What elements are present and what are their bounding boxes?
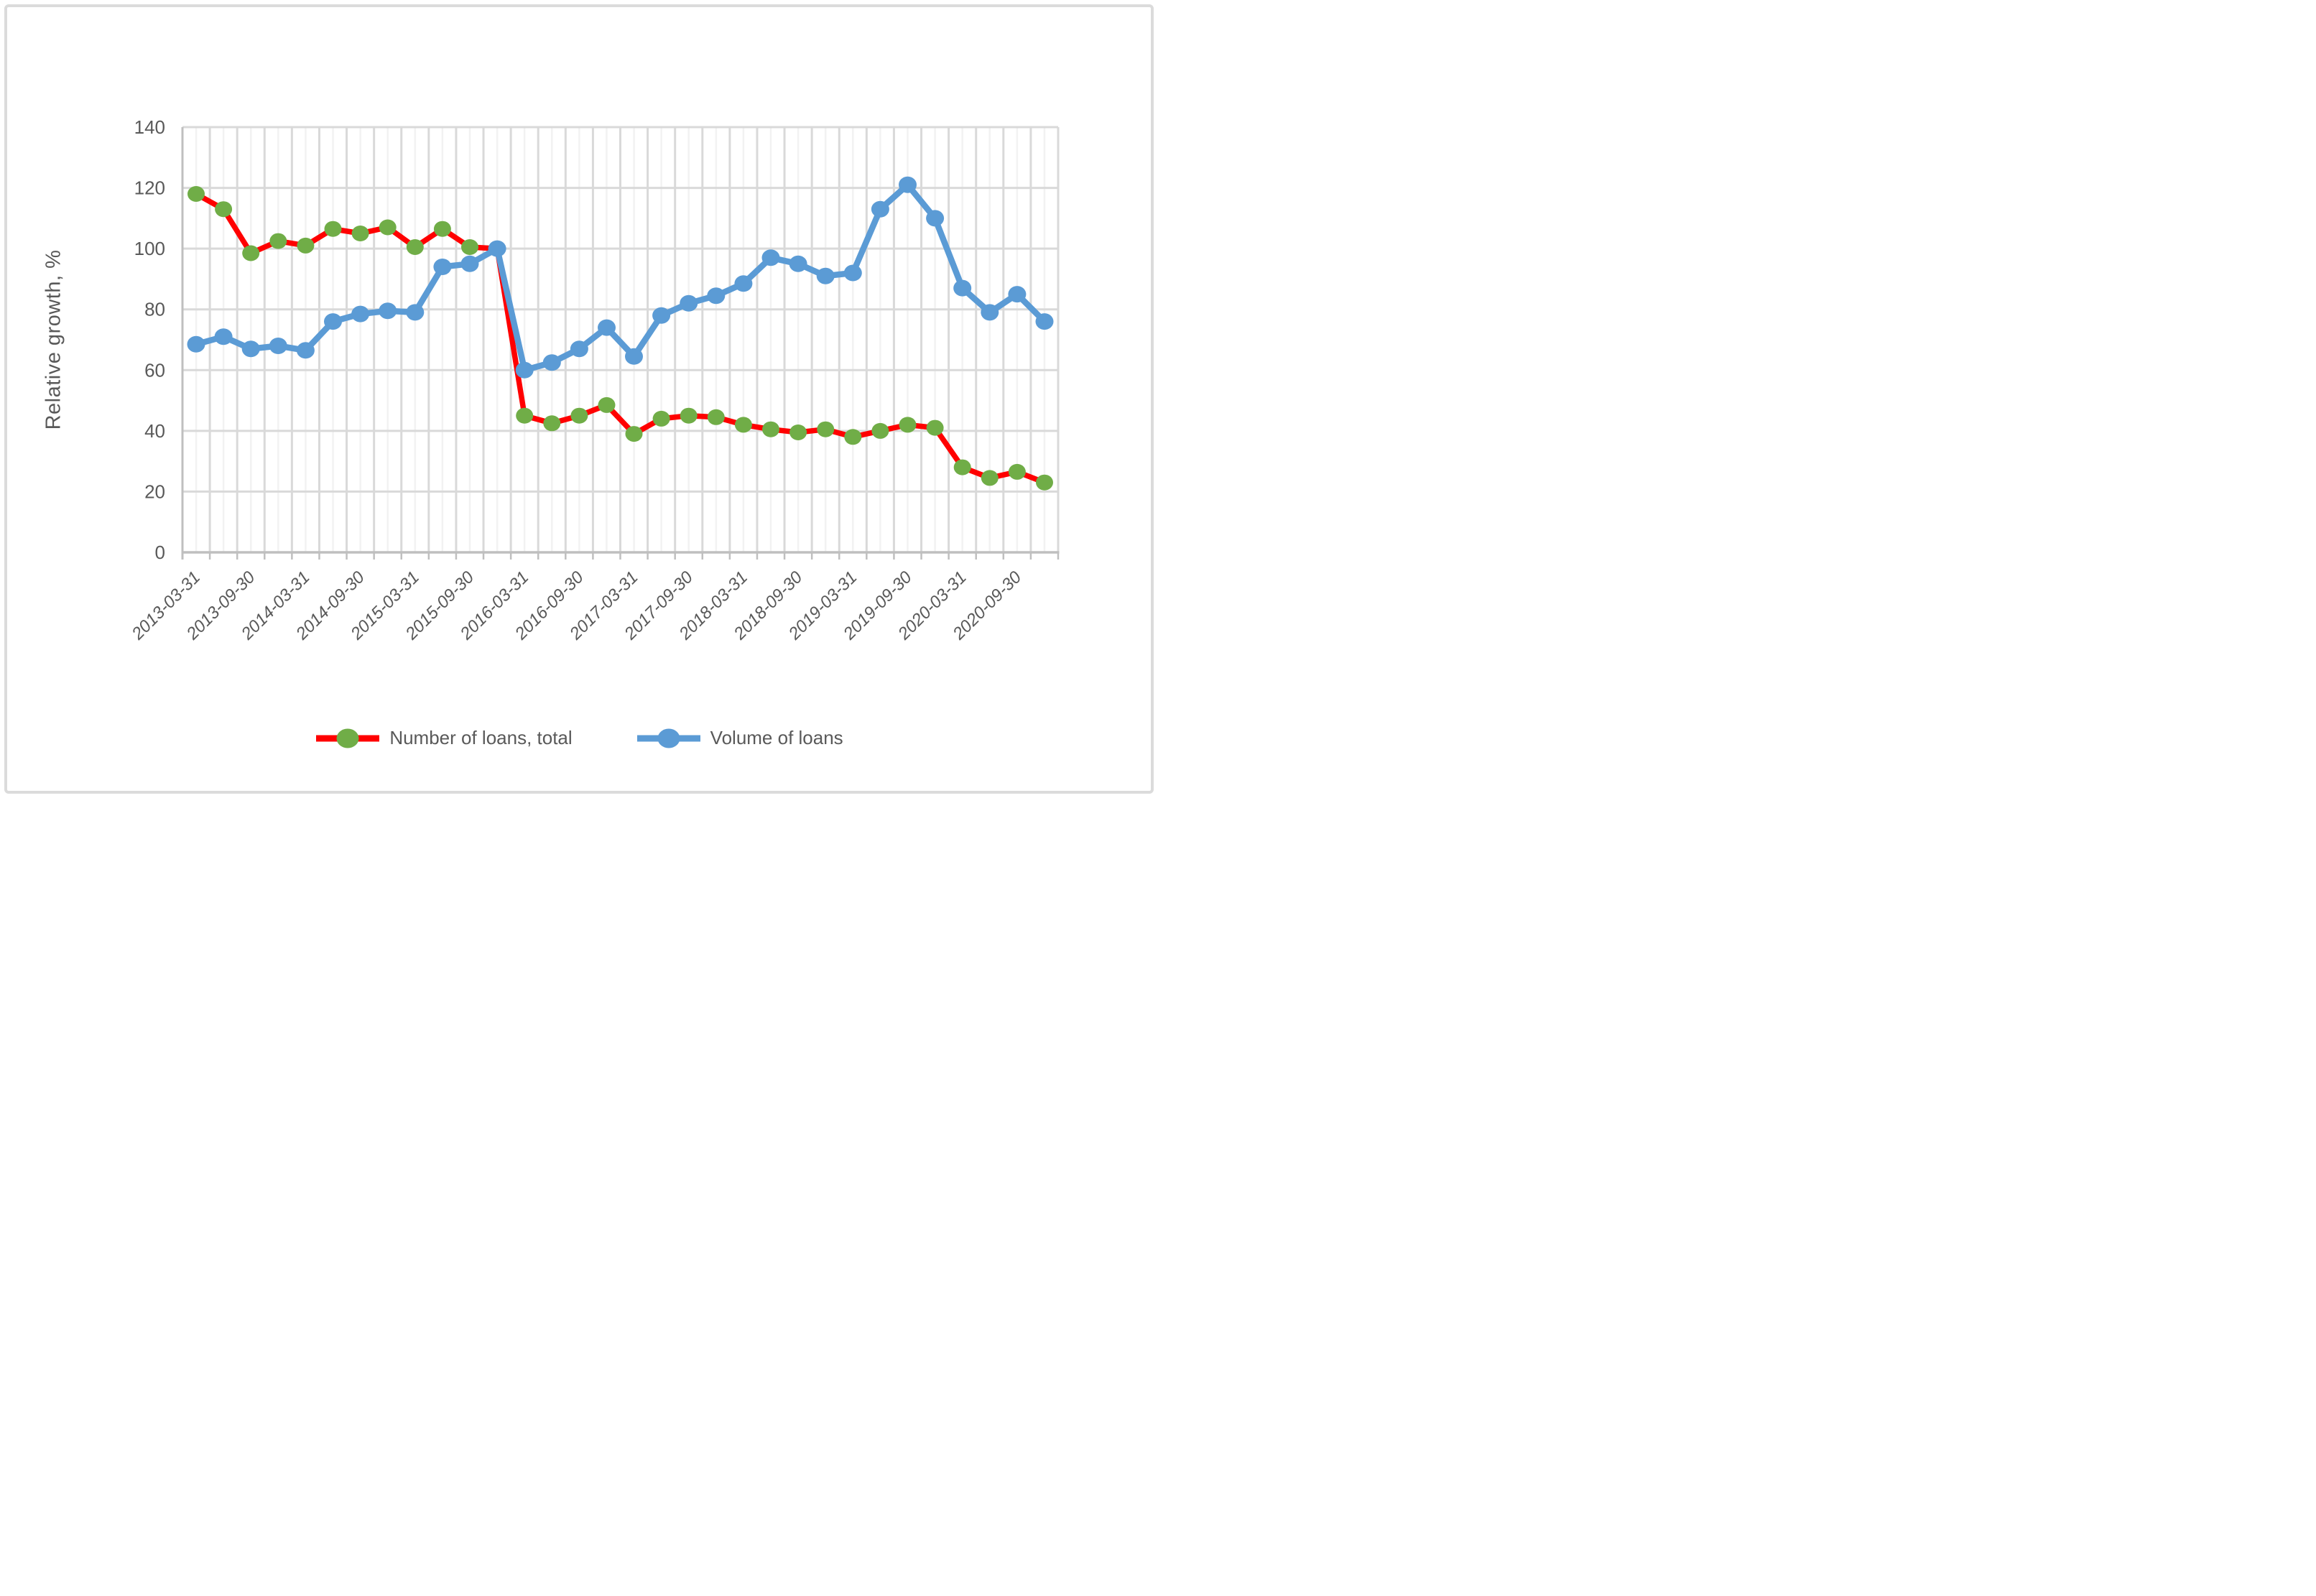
data-point-number-of-loans-total [652,410,670,427]
y-tick-label: 20 [144,481,165,502]
data-point-volume-of-loans [214,328,233,345]
data-point-volume-of-loans [899,176,917,193]
data-point-number-of-loans-total [379,219,397,236]
data-point-volume-of-loans [570,340,588,358]
y-tick-label: 60 [144,359,165,381]
data-point-volume-of-loans [625,348,643,365]
data-point-volume-of-loans [324,313,342,330]
data-point-number-of-loans-total [570,407,588,424]
y-tick-label: 0 [155,542,165,563]
y-tick-label: 100 [134,238,165,259]
data-point-volume-of-loans [680,294,698,312]
legend-label-volume-of-loans: Volume of loans [710,727,843,748]
loan-growth-chart-figure: 0 20 40 60 80 100 120 140 2013-03-31 2013-09-30 20… [0,0,1158,798]
data-point-volume-of-loans [241,340,260,358]
legend-item-volume-of-loans: Volume of loans [636,727,843,749]
data-point-number-of-loans-total [406,239,424,255]
data-point-number-of-loans-total [598,396,616,413]
data-point-number-of-loans-total [351,226,369,241]
data-point-number-of-loans-total [953,459,971,475]
data-point-volume-of-loans [652,307,671,324]
data-point-volume-of-loans [488,240,506,257]
y-tick-label: 140 [134,116,165,138]
plot-area: 0204060801001201402013-03-312013-09-3020… [128,116,1060,644]
data-point-volume-of-loans [433,259,452,275]
data-point-volume-of-loans [296,342,315,359]
y-tick-label: 40 [144,420,165,442]
data-point-number-of-loans-total [871,422,889,439]
data-point-number-of-loans-total [297,237,315,254]
data-point-number-of-loans-total [461,239,478,255]
data-point-volume-of-loans [953,279,972,297]
legend-item-number-of-loans: Number of loans, total [315,727,573,749]
y-axis-title: Relative growth, % [42,249,65,430]
legend-label-number-of-loans: Number of loans, total [389,727,573,748]
data-point-volume-of-loans [269,338,287,354]
volume-of-loans-legend-swatch-icon [636,728,700,748]
data-point-volume-of-loans [460,255,479,272]
data-point-number-of-loans-total [789,424,807,440]
data-point-number-of-loans-total [242,245,260,261]
data-point-number-of-loans-total [817,421,835,437]
data-point-number-of-loans-total [543,415,561,432]
data-point-number-of-loans-total [899,417,917,433]
y-tick-label: 80 [144,299,165,320]
data-point-number-of-loans-total [680,407,698,424]
data-point-volume-of-loans [542,354,561,371]
data-point-volume-of-loans [187,335,205,353]
data-point-volume-of-loans [351,305,370,323]
data-point-volume-of-loans [379,302,397,320]
data-point-number-of-loans-total [734,417,752,433]
data-point-number-of-loans-total [1008,463,1026,480]
data-point-volume-of-loans [789,255,807,272]
data-point-number-of-loans-total [844,429,862,445]
number-of-loans-legend-swatch-icon [316,728,380,748]
data-point-number-of-loans-total [1036,474,1053,491]
data-point-number-of-loans-total [926,419,944,436]
data-point-number-of-loans-total [762,421,779,437]
data-point-number-of-loans-total [324,221,342,237]
data-point-volume-of-loans [761,249,780,266]
data-point-number-of-loans-total [187,186,205,202]
data-point-number-of-loans-total [433,221,451,237]
data-point-volume-of-loans [871,200,889,218]
data-point-volume-of-loans [734,275,753,292]
data-point-volume-of-loans [843,264,862,282]
data-point-volume-of-loans [981,304,999,321]
data-point-volume-of-loans [816,267,835,284]
data-point-number-of-loans-total [516,407,534,424]
data-point-volume-of-loans [515,361,534,379]
chart-legend: Number of loans, total Volume of loans [0,727,1158,749]
data-point-volume-of-loans [1008,286,1027,303]
data-point-volume-of-loans [406,304,425,321]
data-point-number-of-loans-total [269,233,287,249]
data-point-volume-of-loans [707,287,726,305]
data-point-number-of-loans-total [981,470,999,486]
data-point-volume-of-loans [926,210,945,227]
data-point-number-of-loans-total [625,426,643,442]
data-point-volume-of-loans [598,319,616,336]
data-point-number-of-loans-total [707,409,725,425]
y-tick-label: 120 [134,177,165,199]
data-point-number-of-loans-total [215,201,233,218]
data-point-volume-of-loans [1035,313,1054,330]
